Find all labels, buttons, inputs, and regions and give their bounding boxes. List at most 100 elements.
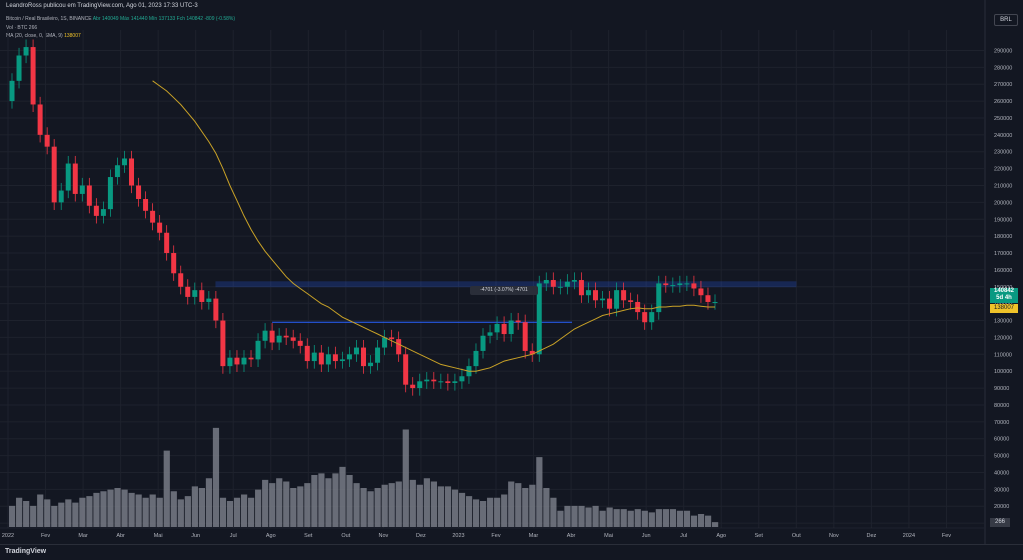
price-tick-label: 290000 [994,48,1012,54]
candle-body [114,165,120,178]
candle-body [670,285,676,287]
candle-body [621,290,627,301]
candle-body [684,283,690,285]
volume-bar [100,491,107,527]
volume-bar [606,507,613,527]
ma-legend[interactable]: MA (20, close, 0, SMA, 9) 138007 [6,33,81,39]
volume-bar [655,509,662,527]
time-tick-label: Jun [191,533,200,539]
candle-body [276,335,282,343]
price-tick-label: 30000 [994,487,1009,493]
volume-bar [669,509,677,527]
candle-body [23,47,29,56]
volume-bar [248,497,255,527]
candle-body [86,185,92,206]
ma-value: 138007 [64,33,81,39]
price-tick-label: 260000 [994,99,1012,105]
candle-body [171,253,177,274]
volume-bar [409,479,416,527]
candle-body [65,163,71,191]
candle-body [508,320,514,335]
price-tick-label: 130000 [994,319,1012,325]
symbol-name[interactable]: Bitcoin / Real Brasileiro, 1S, BINANCE [6,16,92,22]
volume-bar [9,505,16,527]
volume-bar [367,491,374,527]
time-tick-label: Fev [41,533,50,539]
last-price-badge: 140842 5d 4h [990,288,1018,303]
volume-bar [58,502,65,527]
price-tick-label: 200000 [994,200,1012,206]
candle-body [129,158,135,186]
volume-bar [381,484,388,527]
time-tick-label: Jul [230,533,237,539]
time-axis[interactable]: 2022 Fev Mar Abr Mai Jun Jul Ago Set Out Nov Dez 202… [0,527,984,539]
volume-bar [72,502,79,527]
volume-bar [529,484,536,527]
volume-bar [402,429,409,527]
time-tick-label: Dez [416,533,426,539]
candle-body [712,301,718,303]
price-tick-label: 120000 [994,335,1012,341]
candle-body [382,337,388,348]
time-tick-label: Dez [866,533,876,539]
tradingview-logo[interactable]: TradingView [5,548,47,555]
symbol-legend: Bitcoin / Real Brasileiro, 1S, BINANCE A… [6,16,235,22]
publish-info: LeandroRoss publicou em TradingView.com,… [6,3,198,9]
candle-body [353,347,359,355]
volume-bar [114,488,121,527]
time-tick-label: Fev [491,533,500,539]
time-tick-label: Fev [942,533,951,539]
candle-body [136,185,142,199]
volume-bar [170,491,177,527]
volume-bar [374,488,381,527]
volume-bar [311,475,318,527]
volume-bar [437,486,445,527]
time-tick-label: 2022 [2,533,14,539]
candle-body [262,330,268,341]
candle-body [480,335,486,351]
price-axis[interactable]: 290000 280000 270000 260000 250000 240000 2300… [984,0,1012,544]
time-tick-label: 2024 [903,533,915,539]
volume-bar [627,510,634,527]
volume-bar [191,486,198,527]
ohlc-values: Abr 140049 Máx 141440 Mín 137133 Fch 140… [92,16,236,22]
candle-body [44,134,50,147]
candle-body [150,210,156,223]
price-tick-label: 60000 [994,437,1009,443]
volume-bar [79,497,86,527]
volume-bar [346,475,353,527]
price-tick-label: 180000 [994,234,1012,240]
volume-bar [578,505,585,527]
volume-bar [233,497,241,527]
volume-bar [177,499,184,527]
candle-body [346,354,352,360]
candle-body [445,381,451,384]
candle-body [192,290,198,297]
candle-body [361,347,366,367]
candle-body [564,281,570,287]
candle-body [234,357,240,365]
volume-bar [23,501,30,527]
price-tick-label: 210000 [994,183,1012,189]
grid [0,30,984,528]
last-price: 140842 [993,288,1015,294]
time-tick-label: Mai [604,533,613,539]
candle-body [9,80,15,102]
time-tick-label: Abr [116,533,125,539]
volume-legend[interactable]: Vol · BTC 266 [6,25,38,31]
price-tick-label: 170000 [994,251,1012,257]
price-tick-label: 70000 [994,420,1009,426]
currency-badge[interactable]: BRL [994,14,1018,26]
candle-body [248,357,254,360]
time-tick-label: 2023 [452,533,464,539]
volume-bar [107,489,114,527]
ma-label: MA (20, close, 0, SMA, 9) [6,33,63,39]
volume-bar [283,481,290,527]
volume-bar [142,497,149,527]
candle-body [93,205,99,216]
time-tick-label: Abr [567,533,576,539]
volume-bar [37,494,44,527]
volume-bar [620,509,627,527]
measure-label: -4701 (-3.07%) -4701 [470,286,538,295]
